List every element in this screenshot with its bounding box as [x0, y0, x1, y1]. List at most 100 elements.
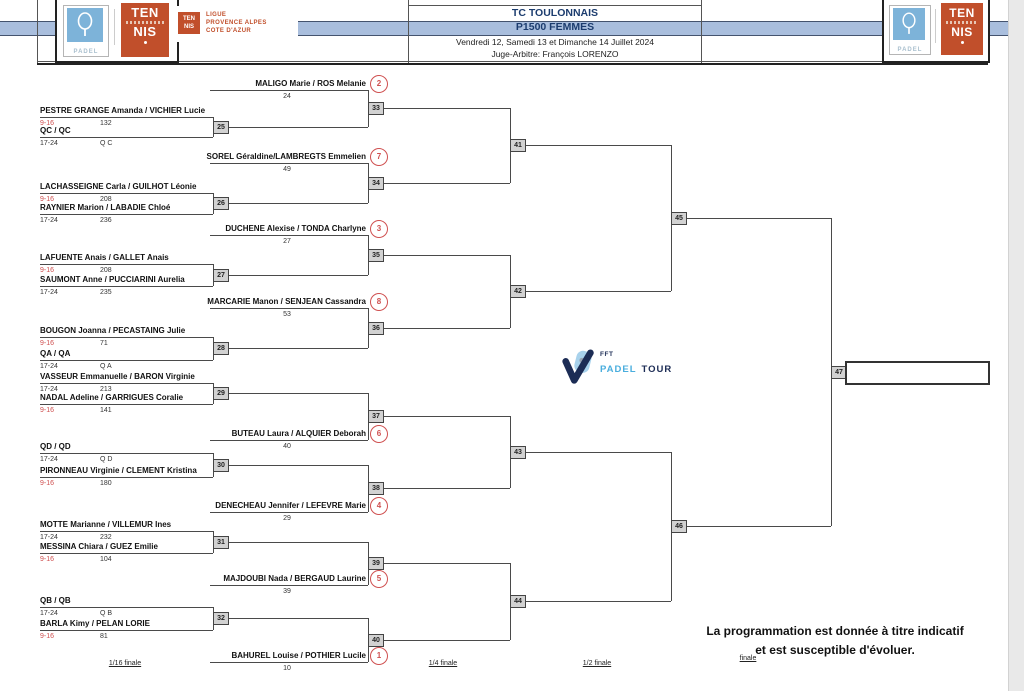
match-number-box: 45 — [671, 212, 687, 225]
seed-badge: 1 — [370, 647, 388, 665]
team-line — [40, 264, 213, 265]
winner-line — [368, 416, 510, 417]
seed-badge: 6 — [370, 425, 388, 443]
match-number-box: 37 — [368, 410, 384, 423]
team-name: BARLA Kimy / PELAN LORIE — [40, 619, 150, 628]
winner-line — [213, 348, 368, 349]
match-number-box: 41 — [510, 139, 526, 152]
match-number-box: 44 — [510, 595, 526, 608]
winner-line — [368, 255, 510, 256]
team-rank: 104 — [100, 556, 112, 563]
team-rank: 141 — [100, 407, 112, 414]
team-tier: 9-16 — [40, 633, 55, 640]
team-name: DUCHENE Alexise / TONDA Charlyne — [225, 224, 366, 233]
team-tier: 9-16 — [40, 267, 55, 274]
team-name: BAHUREL Louise / POTHIER Lucile — [231, 651, 366, 660]
team-rank: 235 — [100, 289, 112, 296]
watermark-fft: FFT — [600, 351, 614, 358]
team-weight: 24 — [283, 93, 291, 100]
winner-line — [213, 542, 368, 543]
fft-logo-left: PADEL TEN NIS — [55, 0, 179, 63]
team-name: QD / QD — [40, 442, 71, 451]
team-line — [210, 308, 368, 309]
team-line — [40, 630, 213, 631]
team-name: SOREL Géraldine/LAMBREGTS Emmelien — [206, 152, 366, 161]
team-line — [40, 607, 213, 608]
match-number-box: 34 — [368, 177, 384, 190]
header-center-right-border — [701, 0, 702, 65]
team-line — [210, 585, 368, 586]
winner-line — [510, 452, 671, 453]
team-name: SAUMONT Anne / PUCCIARINI Aurelia — [40, 275, 185, 284]
team-name: MALIGO Marie / ROS Melanie — [255, 79, 366, 88]
match-number-box: 35 — [368, 249, 384, 262]
team-line — [40, 453, 213, 454]
team-rank: 71 — [100, 340, 108, 347]
winner-line — [368, 108, 510, 109]
team-name: BOUGON Joanna / PECASTAING Julie — [40, 326, 186, 335]
team-weight: 39 — [283, 588, 291, 595]
seed-badge: 3 — [370, 220, 388, 238]
watermark-tour: TOUR — [641, 364, 673, 375]
padel-racket-icon — [67, 8, 103, 42]
team-line — [40, 477, 213, 478]
team-line — [40, 117, 213, 118]
match-number-box: 40 — [368, 634, 384, 647]
padel-logo: PADEL — [63, 5, 109, 57]
team-name: QA / QA — [40, 349, 71, 358]
padel-logo: PADEL — [889, 5, 931, 55]
team-line — [210, 440, 368, 441]
logo-divider — [114, 9, 115, 45]
team-tier: 17-24 — [40, 456, 58, 463]
tennis-ball-dot — [960, 41, 964, 44]
federation-microtext — [946, 21, 978, 24]
team-line — [40, 137, 213, 138]
team-name: MESSINA Chiara / GUEZ Emilie — [40, 542, 158, 551]
team-line — [210, 163, 368, 164]
winner-line — [368, 328, 510, 329]
winner-line — [213, 275, 368, 276]
team-line — [40, 360, 213, 361]
team-line — [210, 512, 368, 513]
match-number-box: 42 — [510, 285, 526, 298]
winner-line — [213, 393, 368, 394]
winner-line — [368, 640, 510, 641]
team-weight: 53 — [283, 311, 291, 318]
team-line — [210, 90, 368, 91]
team-rank: 132 — [100, 120, 112, 127]
match-number-box: 29 — [213, 387, 229, 400]
match-number-box: 36 — [368, 322, 384, 335]
fft-padel-tour-mark-icon — [562, 349, 594, 384]
team-rank: Q A — [100, 363, 112, 370]
winner-line — [510, 291, 671, 292]
team-line — [40, 286, 213, 287]
team-tier: 9-16 — [40, 120, 55, 127]
team-tier: 9-16 — [40, 340, 55, 347]
team-tier: 9-16 — [40, 480, 55, 487]
match-number-box: 46 — [671, 520, 687, 533]
team-name: QC / QC — [40, 126, 71, 135]
team-name: VASSEUR Emmanuelle / BARON Virginie — [40, 372, 195, 381]
winner-line — [671, 218, 831, 219]
club-name: TC TOULONNAIS — [511, 7, 599, 19]
team-name: MOTTE Marianne / VILLEMUR Ines — [40, 520, 172, 529]
seed-badge: 8 — [370, 293, 388, 311]
winner-line — [510, 145, 671, 146]
team-rank: 208 — [100, 196, 112, 203]
logo-divider — [935, 9, 936, 43]
team-weight: 27 — [283, 238, 291, 245]
team-line — [40, 531, 213, 532]
team-line — [40, 193, 213, 194]
category-banner: P1500 FEMMES — [515, 21, 595, 33]
team-name: LAFUENTE Anais / GALLET Anais — [40, 253, 169, 262]
winner-line — [510, 601, 671, 602]
team-tier: 9-16 — [40, 556, 55, 563]
winner-line — [368, 563, 510, 564]
team-rank: 232 — [100, 534, 112, 541]
team-tier: 17-24 — [40, 534, 58, 541]
match-number-box: 28 — [213, 342, 229, 355]
final-winner-box — [845, 361, 990, 385]
padel-racket-icon — [893, 8, 925, 40]
team-name: MAJDOUBI Nada / BERGAUD Laurine — [223, 574, 366, 583]
